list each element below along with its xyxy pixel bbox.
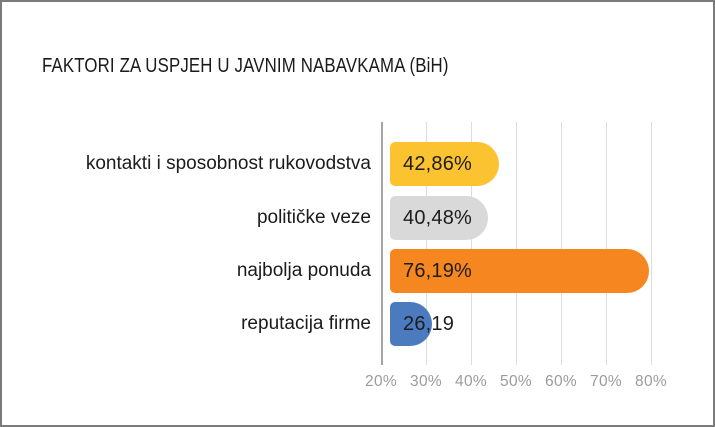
bar: 42,86%: [390, 142, 499, 186]
bar: 76,19%: [390, 249, 649, 293]
x-tick-label: 40%: [455, 373, 487, 390]
x-tick-label: 70%: [590, 373, 622, 390]
x-tick-label: 30%: [410, 373, 442, 390]
plot-area: 42,86% 40,48% 76,19% 26,19: [381, 122, 673, 365]
x-tick-label: 50%: [500, 373, 532, 390]
bar-value-label: 42,86%: [403, 152, 473, 175]
axis-line: [381, 122, 383, 365]
x-tick-label: 80%: [635, 373, 667, 390]
category-label: političke veze: [256, 207, 371, 228]
gridline: [426, 122, 427, 365]
x-tick-label: 20%: [365, 373, 397, 390]
gridline: [651, 122, 652, 365]
bar: 26,19: [390, 302, 454, 346]
gridline: [516, 122, 517, 365]
bar-value-label: 76,19%: [403, 259, 473, 282]
x-tick-label: 60%: [545, 373, 577, 390]
category-label: kontakti i sposobnost rukovodstva: [85, 153, 371, 174]
chart-title: FAKTORI ZA USPJEH U JAVNIM NABAVKAMA (Bi…: [42, 55, 449, 77]
bar-value-label: 26,19: [403, 312, 455, 335]
gridline: [471, 122, 472, 365]
gridline: [561, 122, 562, 365]
gridline: [606, 122, 607, 365]
bar: 40,48%: [390, 196, 489, 240]
bar-value-label: 40,48%: [403, 206, 473, 229]
category-label: reputacija firme: [241, 313, 371, 334]
category-label: najbolja ponuda: [236, 260, 371, 281]
